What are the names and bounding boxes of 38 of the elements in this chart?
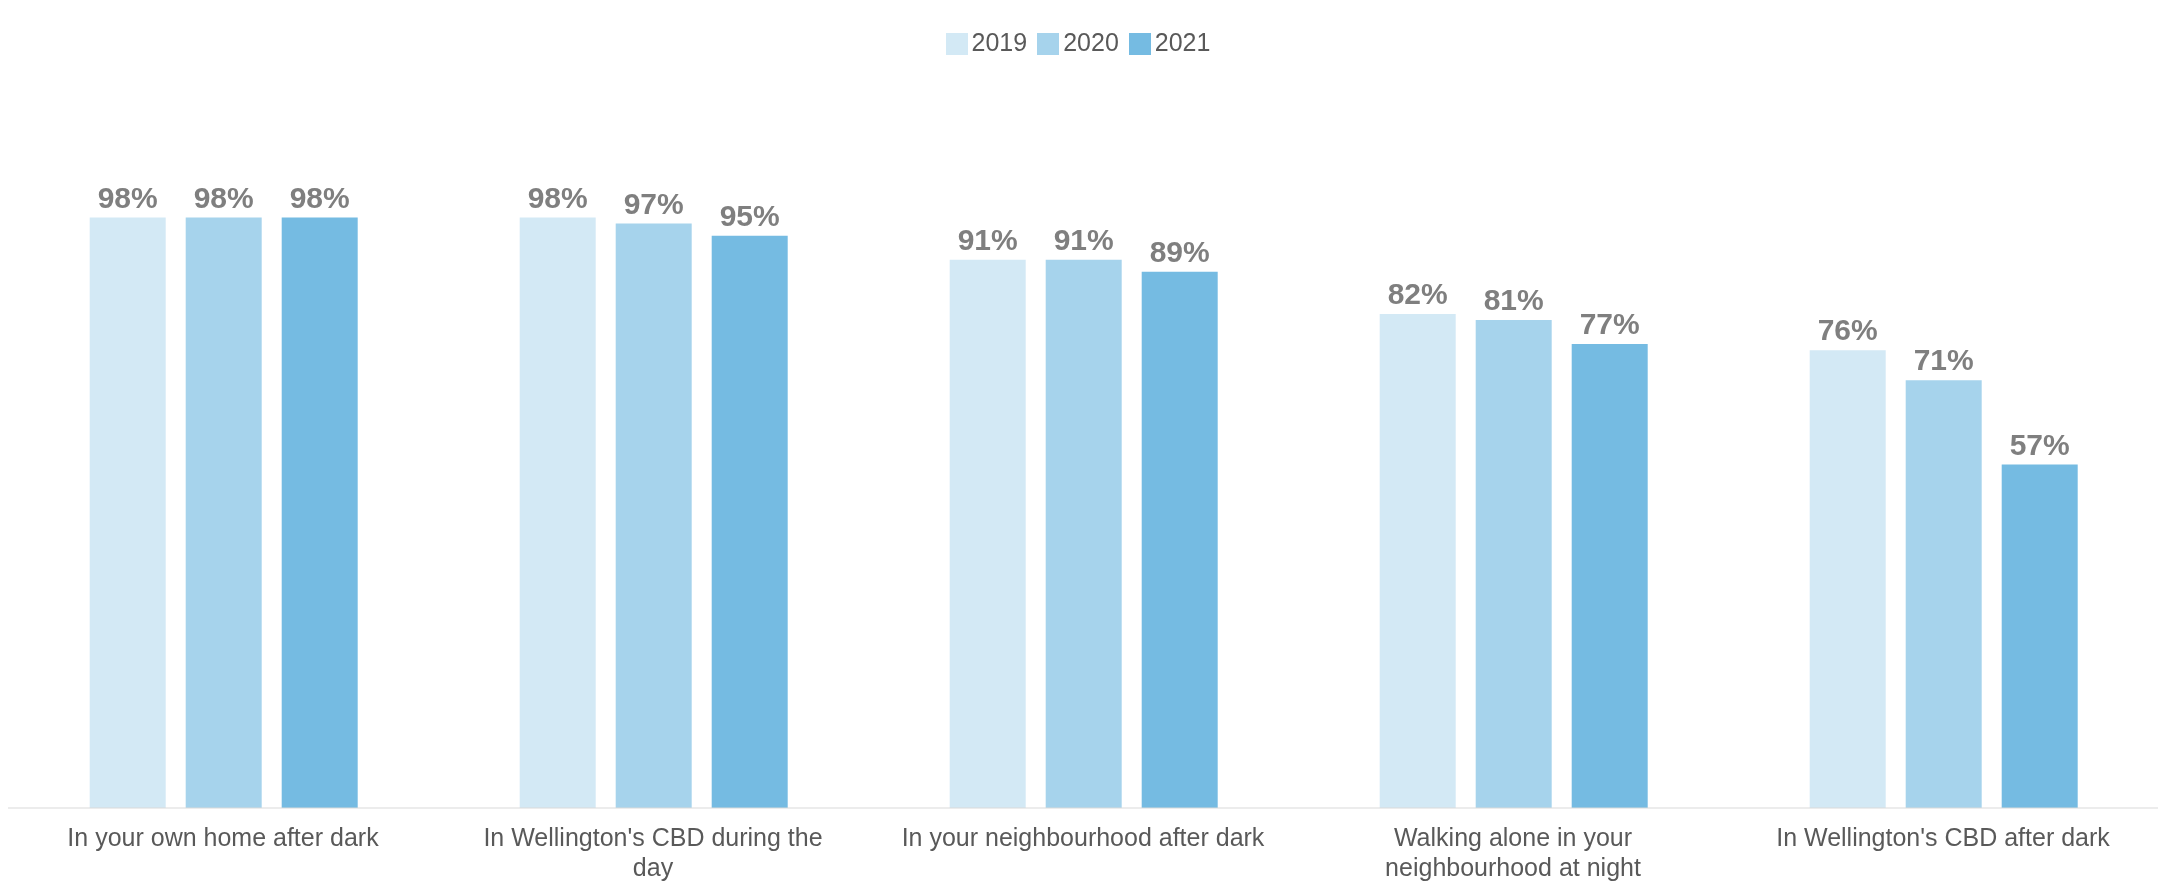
data-label: 91% [957, 222, 1018, 256]
bar [949, 259, 1026, 808]
bar [1379, 313, 1456, 808]
legend-label: 2021 [1154, 28, 1211, 56]
x-tick-label: Walking alone in your neighbourhood at night [1385, 823, 1641, 881]
bar [1475, 320, 1552, 808]
data-label: 89% [1149, 234, 1210, 268]
bar [1905, 380, 1982, 808]
data-label: 81% [1483, 283, 1544, 317]
legend-label: 2019 [971, 28, 1028, 56]
data-label: 97% [623, 186, 684, 220]
data-label: 76% [1817, 313, 1878, 347]
x-tick-label: In your own home after dark [67, 823, 380, 851]
data-label: 82% [1387, 276, 1448, 310]
legend-label: 2020 [1063, 28, 1119, 56]
data-label: 71% [1913, 343, 1974, 377]
data-label: 98% [97, 180, 158, 214]
bar [519, 217, 596, 808]
bar [281, 217, 358, 808]
data-label: 57% [2009, 427, 2070, 461]
data-label: 98% [527, 180, 588, 214]
data-label: 95% [719, 198, 780, 232]
bar [1141, 271, 1218, 808]
bar [185, 217, 262, 808]
x-tick-label: In your neighbourhood after dark [901, 823, 1265, 851]
bar [1045, 259, 1122, 808]
bar [711, 235, 788, 808]
x-tick-label: In Wellington's CBD after dark [1776, 823, 2111, 851]
data-label: 98% [193, 180, 254, 214]
bar [615, 223, 692, 808]
bar [2001, 464, 2078, 808]
bar [89, 217, 166, 808]
data-label: 77% [1579, 307, 1640, 341]
data-label: 91% [1053, 222, 1114, 256]
bar [1571, 344, 1648, 808]
x-tick-label: In Wellington's CBD during the day [483, 823, 823, 881]
bar [1809, 350, 1886, 808]
data-label: 98% [289, 180, 350, 214]
